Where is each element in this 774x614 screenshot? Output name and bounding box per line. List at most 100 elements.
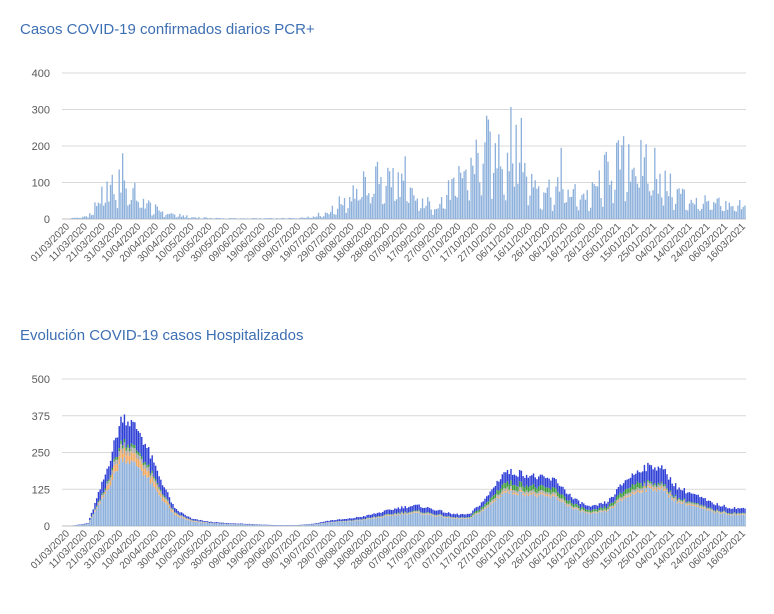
hosp-gray-segment <box>720 512 722 514</box>
hosp-gray-segment <box>548 492 550 496</box>
hosp-blue-segment <box>458 514 460 518</box>
hosp-orange-segment <box>153 481 155 487</box>
hosp-orange-segment <box>603 509 606 511</box>
hosp-blue-segment <box>323 521 325 523</box>
daily-case-bar <box>590 207 592 219</box>
hosp-green-segment <box>688 501 691 503</box>
daily-case-bar <box>312 216 314 219</box>
hosp-base-segment <box>562 501 564 526</box>
hosp-base-segment <box>364 520 367 526</box>
hosp-blue-segment <box>567 494 569 501</box>
hosp-blue-segment <box>491 489 493 497</box>
hosp-blue-segment <box>154 465 157 479</box>
hosp-base-segment <box>369 519 372 526</box>
hosp-base-segment <box>664 490 666 526</box>
hosp-blue-segment <box>309 524 311 525</box>
daily-case-bar <box>593 184 595 219</box>
hosp-gray-segment <box>122 448 124 454</box>
hosp-gray-segment <box>449 517 452 518</box>
daily-case-bar <box>524 162 526 219</box>
hosp-base-segment <box>543 495 545 526</box>
hosp-orange-segment <box>92 515 94 516</box>
hosp-blue-segment <box>331 520 334 522</box>
hosp-orange-segment <box>154 483 157 489</box>
hosp-green-segment <box>605 508 608 511</box>
hosp-gray-segment <box>654 484 656 488</box>
hosp-gray-segment <box>557 496 559 499</box>
hosp-orange-segment <box>115 464 117 472</box>
hosp-base-segment <box>638 492 640 526</box>
hosp-base-segment <box>87 524 89 526</box>
hosp-base-segment <box>425 514 427 526</box>
hosp-blue-segment <box>732 508 734 514</box>
hosp-gray-segment <box>477 512 479 514</box>
hosp-base-segment <box>123 456 126 526</box>
hosp-green-segment <box>742 512 744 514</box>
hosp-blue-segment <box>96 498 98 506</box>
hosp-orange-segment <box>196 521 198 522</box>
hosp-green-segment <box>128 448 131 452</box>
hosp-base-segment <box>508 493 510 526</box>
hosp-orange-segment <box>518 489 521 492</box>
hosp-gray-segment <box>378 516 380 518</box>
hosp-green-segment <box>699 504 701 506</box>
daily-case-bar <box>605 151 607 219</box>
hosp-gray-segment <box>451 517 453 519</box>
hosp-gray-segment <box>706 508 708 510</box>
hosp-base-segment <box>629 496 632 526</box>
hosp-blue-segment <box>390 509 393 515</box>
hosp-base-segment <box>104 494 107 526</box>
daily-case-bar <box>87 217 89 219</box>
hosp-base-segment <box>733 514 736 526</box>
hosp-orange-segment <box>163 498 166 503</box>
hosp-gray-segment <box>174 512 176 514</box>
hosp-orange-segment <box>680 502 682 504</box>
hosp-gray-segment <box>661 483 663 487</box>
hosp-orange-segment <box>690 504 692 506</box>
daily-case-bar <box>123 180 126 219</box>
hosp-blue-segment <box>352 518 354 521</box>
hosp-blue-segment <box>666 474 668 489</box>
daily-case-bar <box>163 216 165 219</box>
hosp-gray-segment <box>104 489 107 493</box>
hosp-gray-segment <box>160 491 162 494</box>
hosp-blue-segment <box>324 521 327 523</box>
hosp-blue-segment <box>498 481 500 491</box>
hosp-orange-segment <box>700 507 703 508</box>
daily-case-bar <box>194 217 197 219</box>
hosp-orange-segment <box>636 489 639 492</box>
hosp-green-segment <box>512 485 514 491</box>
daily-case-bar <box>130 199 132 219</box>
hosp-orange-segment <box>498 497 500 499</box>
hosp-base-segment <box>440 516 443 526</box>
hosp-orange-segment <box>581 510 583 512</box>
hosp-base-segment <box>468 518 471 526</box>
daily-case-bar <box>154 204 157 219</box>
hosp-blue-segment <box>193 518 195 521</box>
daily-case-bar <box>567 189 569 219</box>
hosp-blue-segment <box>376 512 379 517</box>
hosp-orange-segment <box>735 514 738 516</box>
hosp-orange-segment <box>661 486 663 489</box>
hosp-base-segment <box>505 492 507 526</box>
hosp-base-segment <box>538 495 540 526</box>
hosp-green-segment <box>548 488 550 493</box>
daily-case-bar <box>307 216 309 219</box>
hosp-gray-segment <box>385 514 387 516</box>
hosp-gray-segment <box>607 509 609 511</box>
hosp-green-segment <box>501 484 504 490</box>
daily-case-bar <box>71 217 74 219</box>
hosp-gray-segment <box>413 511 415 513</box>
hosp-base-segment <box>267 525 270 526</box>
daily-case-bar <box>172 213 174 219</box>
daily-case-bar <box>82 216 84 219</box>
hosp-blue-segment <box>619 484 621 493</box>
hosp-blue-segment <box>628 478 630 489</box>
daily-case-bar <box>612 203 614 219</box>
hosp-green-segment <box>730 513 732 514</box>
hosp-orange-segment <box>534 494 536 496</box>
daily-case-bar <box>581 194 583 219</box>
hosp-blue-segment <box>194 519 197 521</box>
hosp-orange-segment <box>588 512 590 514</box>
hosp-orange-segment <box>609 507 611 509</box>
